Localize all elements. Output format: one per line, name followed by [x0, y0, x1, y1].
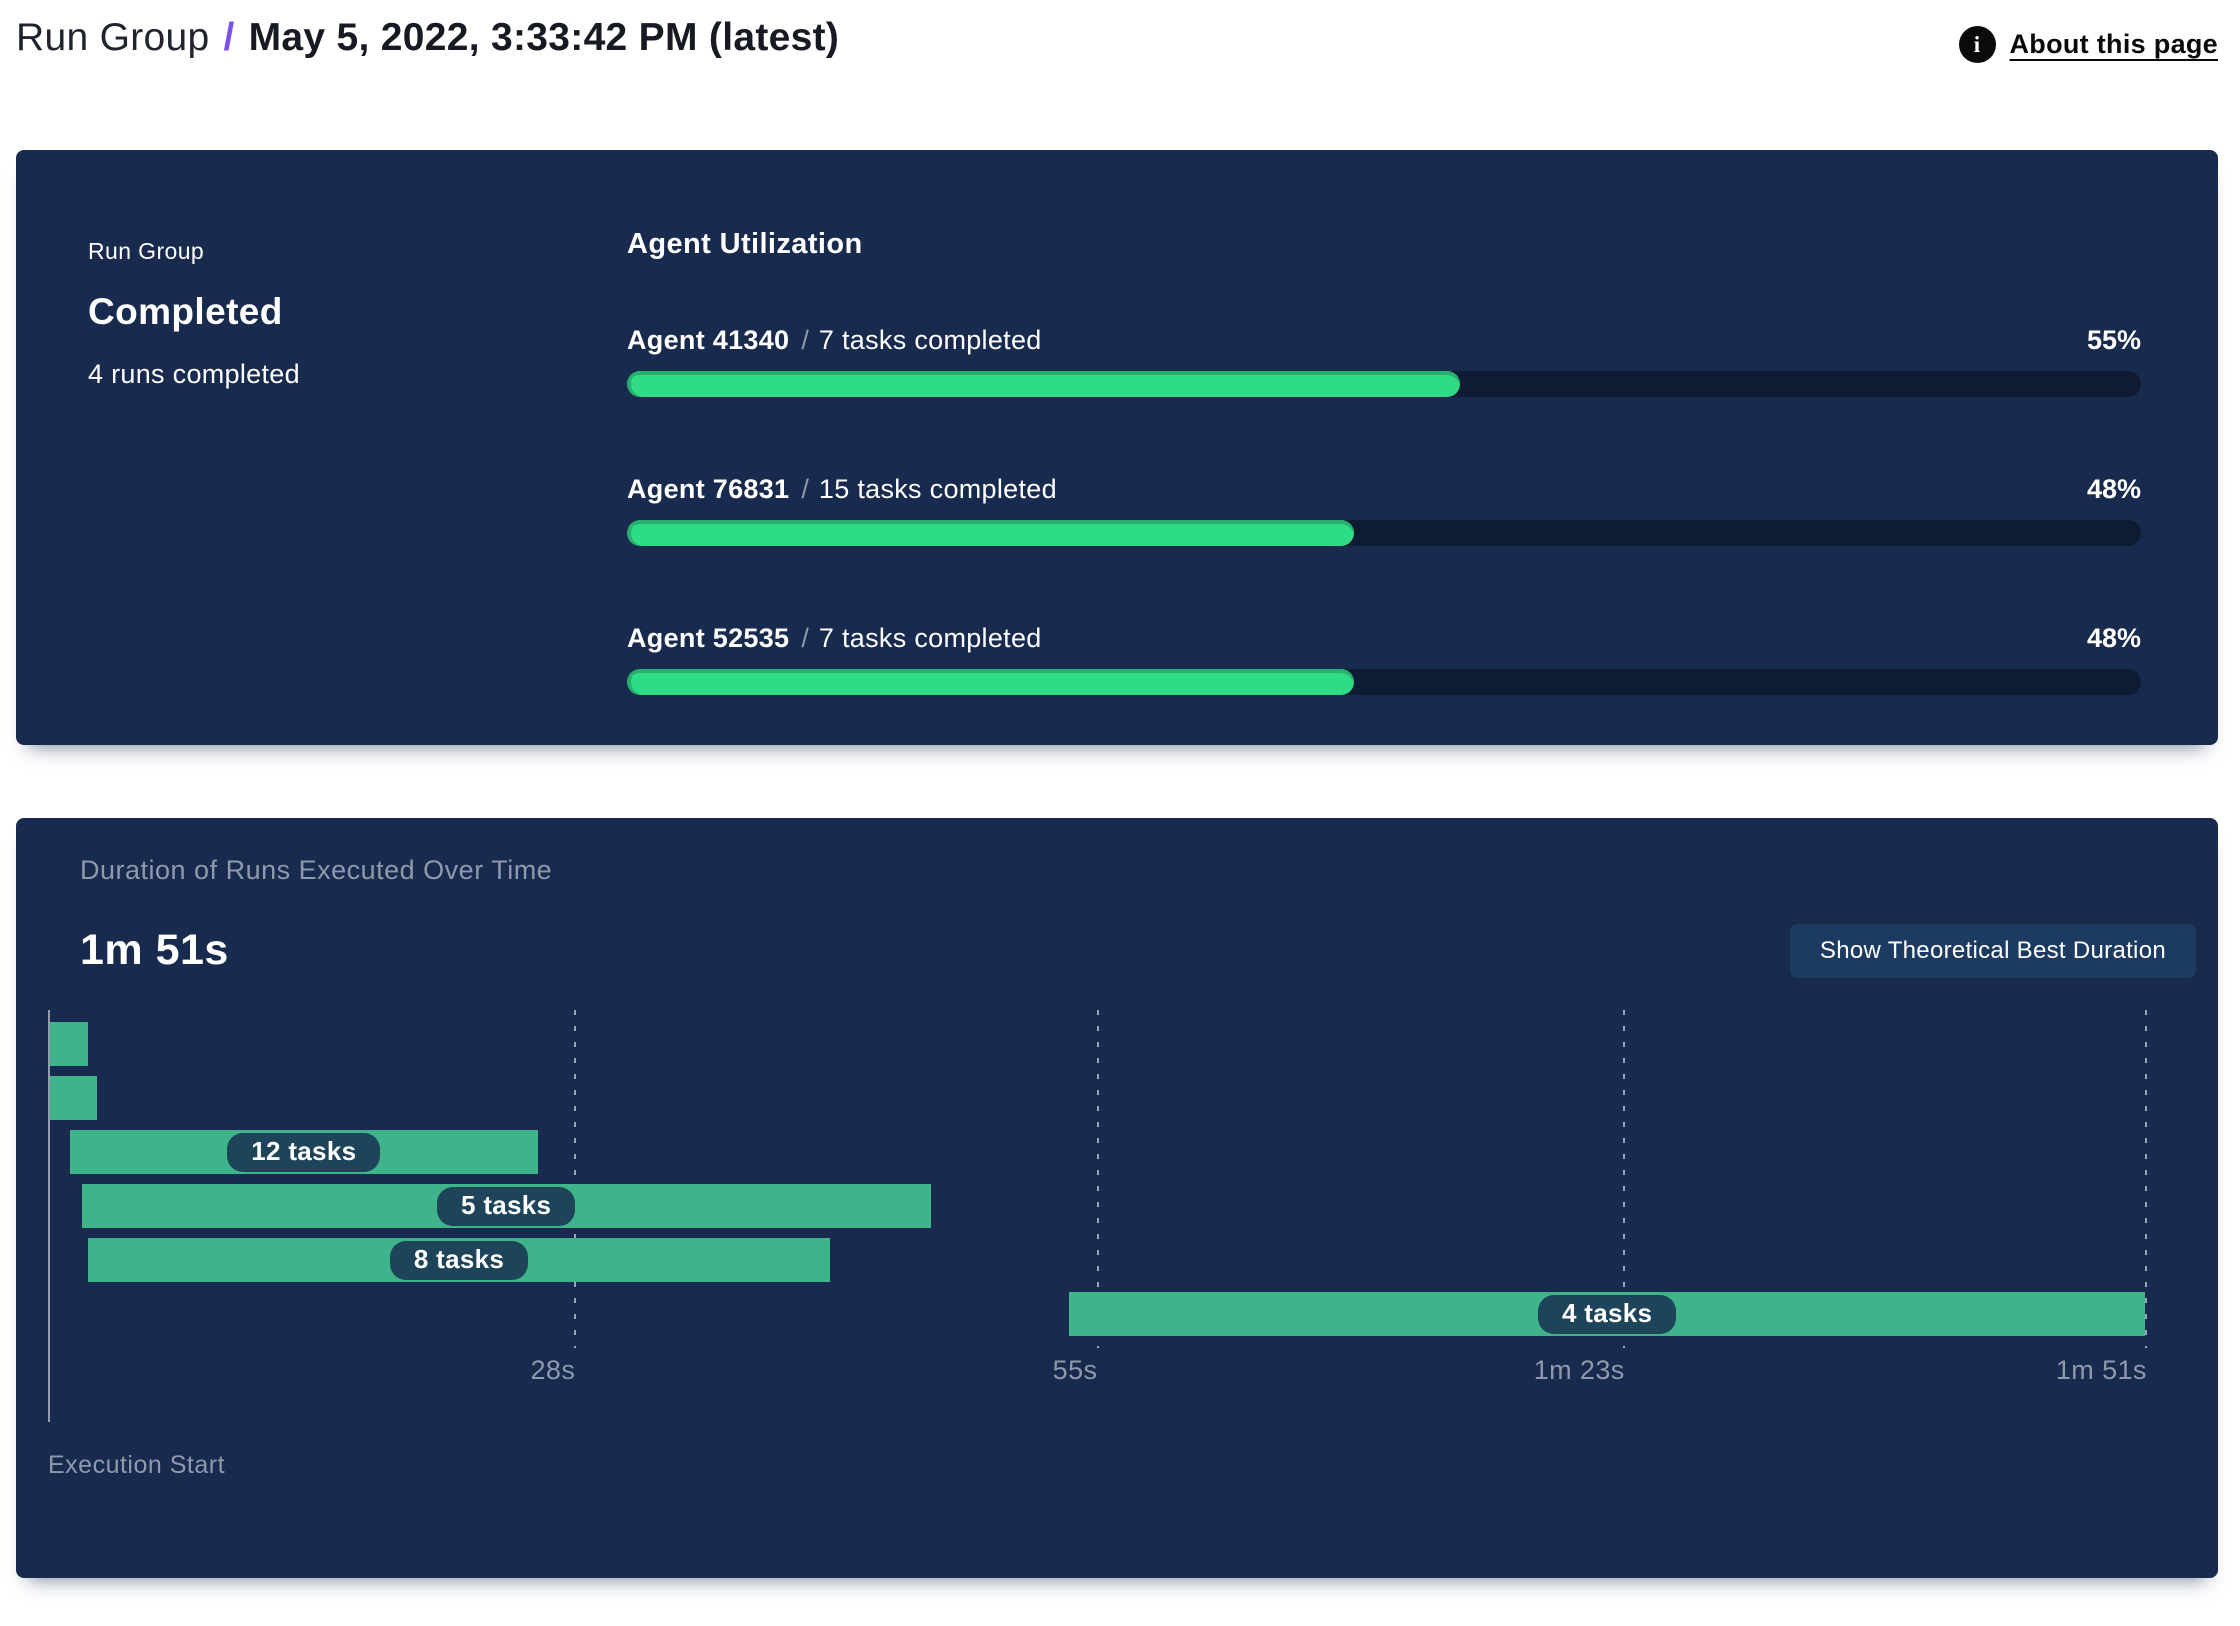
- run-group-summary-card: Run Group Completed 4 runs completed Age…: [16, 150, 2218, 745]
- agent-row: Agent 76831 / 15 tasks completed 48%: [627, 474, 2141, 546]
- axis-tick-label: 55s: [1052, 1355, 1098, 1385]
- task-count-pill: 12 tasks: [227, 1132, 381, 1172]
- runs-completed: 4 runs completed: [88, 359, 300, 389]
- agent-tasks: 7 tasks completed: [818, 623, 1042, 653]
- breadcrumb: Run Group / May 5, 2022, 3:33:42 PM (lat…: [16, 12, 839, 60]
- execution-start-axis: [48, 1010, 50, 1422]
- agent-tasks: 15 tasks completed: [818, 474, 1057, 504]
- agent-row: Agent 52535 / 7 tasks completed 48%: [627, 623, 2141, 695]
- agent-utilization-title: Agent Utilization: [627, 228, 863, 260]
- agent-utilization-percent: 48%: [2086, 623, 2141, 653]
- gridline-55s: [1096, 1010, 1099, 1348]
- task-count-pill: 8 tasks: [389, 1240, 529, 1280]
- agent-separator: /: [801, 325, 809, 355]
- progress-fill: [627, 371, 1460, 397]
- breadcrumb-root: Run Group: [16, 16, 210, 59]
- agent-name: Agent 52535: [627, 623, 790, 653]
- task-count-pill: 4 tasks: [1537, 1294, 1677, 1334]
- execution-start-label: Execution Start: [48, 1451, 226, 1479]
- agent-utilization-percent: 48%: [2086, 474, 2141, 504]
- task-count-pill: 5 tasks: [437, 1186, 576, 1226]
- about-this-page[interactable]: i About this page: [1958, 26, 2219, 63]
- run-bar: 12 tasks: [70, 1130, 538, 1174]
- agent-utilization-percent: 55%: [2086, 325, 2141, 355]
- breadcrumb-separator: /: [223, 16, 235, 59]
- axis-tick-label: 1m 23s: [1533, 1355, 1625, 1385]
- agent-row: Agent 41340 / 7 tasks completed 55%: [627, 325, 2141, 397]
- gantt-chart: 12 tasks 5 tasks 8 tasks 4 tasks 28s 55s…: [48, 1010, 2147, 1430]
- agent-name: Agent 41340: [627, 325, 790, 355]
- agent-name: Agent 76831: [627, 474, 790, 504]
- progress-track: [627, 371, 2141, 397]
- run-bar: [50, 1022, 88, 1066]
- progress-fill: [627, 669, 1354, 695]
- run-bar: 5 tasks: [81, 1184, 931, 1228]
- duration-chart-card: Duration of Runs Executed Over Time 1m 5…: [16, 818, 2218, 1578]
- progress-track: [627, 520, 2141, 546]
- about-link[interactable]: About this page: [2009, 29, 2218, 59]
- gridline-1m51s: [2145, 1010, 2147, 1348]
- run-bar: [50, 1076, 98, 1120]
- chart-title: Duration of Runs Executed Over Time: [80, 855, 553, 885]
- agent-tasks: 7 tasks completed: [818, 325, 1042, 355]
- agent-separator: /: [801, 474, 809, 504]
- progress-track: [627, 669, 2141, 695]
- run-group-status: Run Group Completed 4 runs completed: [88, 228, 627, 745]
- run-group-label: Run Group: [88, 238, 205, 264]
- progress-fill: [627, 520, 1354, 546]
- axis-tick-label: 1m 51s: [2055, 1355, 2147, 1385]
- gridline-28s: [574, 1010, 577, 1348]
- run-bar: 8 tasks: [87, 1238, 831, 1282]
- run-bar: 4 tasks: [1069, 1292, 2145, 1336]
- show-theoretical-best-duration-button[interactable]: Show Theoretical Best Duration: [1789, 924, 2196, 978]
- gridline-1m23s: [1622, 1010, 1625, 1348]
- total-duration: 1m 51s: [80, 926, 229, 974]
- agent-utilization: Agent Utilization Agent 41340 / 7 tasks co…: [627, 228, 2141, 745]
- info-icon[interactable]: i: [1958, 26, 1996, 63]
- page-title: May 5, 2022, 3:33:42 PM (latest): [248, 16, 840, 59]
- page-header: Run Group / May 5, 2022, 3:33:42 PM (lat…: [0, 0, 2240, 150]
- axis-tick-label: 28s: [530, 1355, 576, 1385]
- status-value: Completed: [88, 291, 283, 332]
- agent-separator: /: [801, 623, 809, 653]
